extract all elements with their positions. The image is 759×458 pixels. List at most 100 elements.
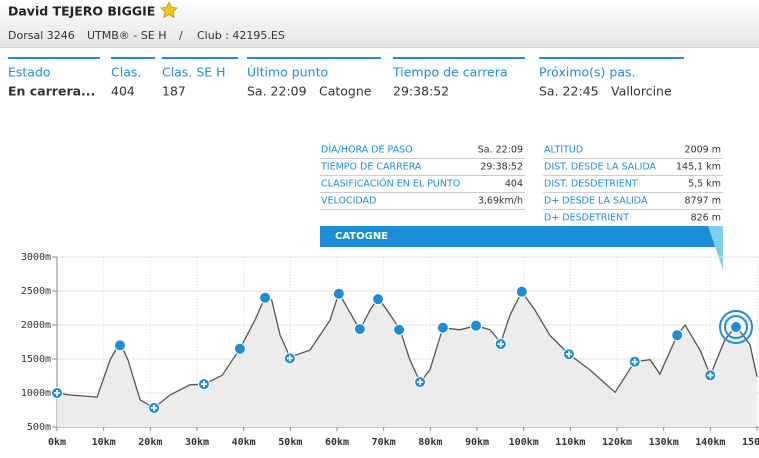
x-tick-label: 80km [418,437,442,448]
y-tick-label: 3000m [21,252,51,263]
profile-area [57,291,757,427]
point-banner [320,226,723,247]
info-label: TIEMPO DE CARRERA [320,162,422,173]
checkpoint [436,321,449,334]
info-value: Sa. 22:09 [478,145,523,156]
x-tick-label: 100km [509,437,539,448]
checkpoint [353,323,366,336]
race: UTMB® - SE H [87,29,166,42]
water-point-cross [565,351,572,358]
y-tick-label: 1500m [21,354,51,365]
water-point-cross [201,381,207,388]
header-bar [0,0,759,48]
water-point-cross [286,355,293,362]
stat-rule [111,57,155,59]
stat-rule [162,57,238,59]
water-point [704,369,717,382]
checkpoint [114,339,126,352]
x-tick-label: 150km [742,437,759,448]
stat-rule [539,57,684,59]
checkpoint [730,321,742,334]
checkpoint [470,319,483,332]
current-ring [724,315,748,340]
water-point [51,387,63,399]
info-value: 145,1 km [676,162,721,173]
checkpoint [671,329,684,342]
x-tick-label: 140km [695,437,725,448]
x-tick-label: 60km [325,437,349,448]
stat-place: Vallorcine [611,84,672,99]
x-tick-label: 70km [372,437,396,448]
x-tick-label: 10km [92,437,116,448]
water-point [562,348,575,361]
y-tick-label: 2000m [21,320,51,331]
x-tick-label: 120km [602,437,632,448]
club: Club : 42195.ES [197,29,285,42]
info-label: ALTITUD [544,145,583,156]
bib: Dorsal 3246 [8,29,75,42]
info-label: VELOCIDAD [321,196,376,207]
x-tick-label: 50km [278,437,302,448]
info-label: DIST. DESDETRIENT [544,179,638,190]
info-label: D+ DESDE LA SALIDA [544,196,648,207]
info-label: D+ DESDETRIENT [544,213,629,224]
water-point [494,338,507,351]
separator: / [179,29,183,42]
stat-label: Tiempo de carrera [392,65,508,80]
banner-pointer [708,226,723,270]
water-point-cross [631,358,638,365]
info-value: 826 m [691,213,721,224]
x-tick-label: 40km [232,437,256,448]
y-tick-label: 2500m [21,286,51,297]
stat-label: Estado [8,65,51,80]
y-tick-label: 500m [27,422,51,433]
stat-value: 187 [162,84,186,99]
info-label: CLASIFICACIÓN EN EL PUNTO [321,178,460,190]
stat-place: Catogne [319,84,372,99]
stat-label: Último punto [247,65,328,80]
x-tick-label: 30km [185,437,209,448]
stat-value: Sa. 22:09 [247,84,307,99]
water-point [628,355,641,368]
favorite-star[interactable] [160,1,178,19]
stat-value: Sa. 22:45 [539,84,599,99]
water-point-cross [707,372,714,379]
y-tick-label: 1000m [21,388,51,399]
x-tick-label: 20km [138,437,162,448]
stat-value: En carrera... [8,84,95,99]
info-value: 3,69km/h [478,196,523,207]
stat-label: Clas. [111,65,141,80]
stat-label: Clas. SE H [162,65,226,80]
stat-rule [8,57,100,59]
info-value: 5,5 km [688,179,721,190]
checkpoint [233,342,246,355]
stat-value: 29:38:52 [393,84,449,99]
info-label: DIST. DESDE LA SALIDA [544,162,657,173]
stat-rule [247,57,381,59]
info-value: 8797 m [685,196,721,207]
x-tick-label: 0km [48,437,66,448]
water-point-cross [417,379,424,386]
x-tick-label: 90km [465,437,489,448]
runner-name: David TEJERO BIGGIE [8,4,155,19]
info-value: 29:38:52 [480,162,523,173]
info-label: DÍA/HORA DE PASO [321,144,413,156]
x-tick-label: 110km [555,437,585,448]
stat-rule [393,57,525,59]
water-point [414,376,427,389]
stat-label: Próximo(s) pas. [539,65,635,80]
checkpoint [515,285,528,298]
info-value: 404 [505,179,523,190]
water-point [148,401,161,414]
checkpoint [259,291,272,304]
water-point-cross [497,341,504,348]
checkpoint [393,323,406,336]
stat-value: 404 [111,84,135,99]
checkpoint [372,293,385,306]
current-ring [719,310,753,345]
info-value: 2009 m [685,145,721,156]
water-point [283,352,296,365]
x-tick-label: 130km [649,437,679,448]
water-point-cross [151,404,158,411]
